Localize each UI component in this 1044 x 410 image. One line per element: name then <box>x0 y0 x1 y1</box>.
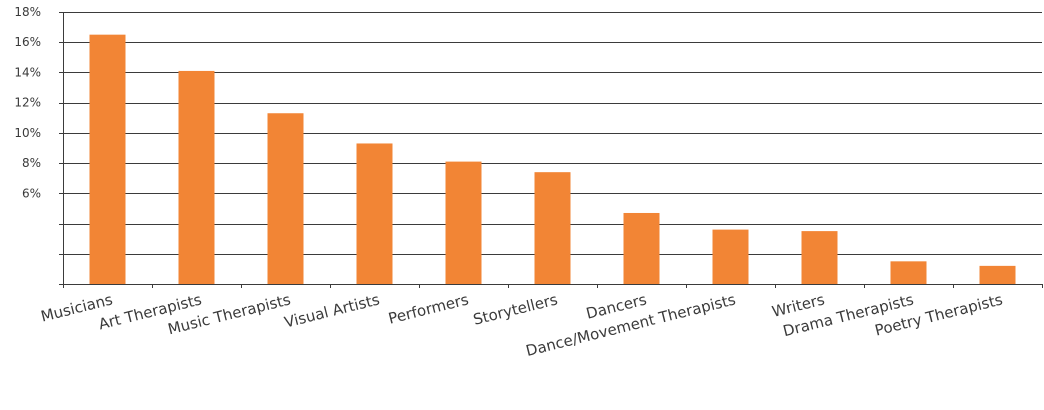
bar <box>89 34 126 284</box>
y-tick-label: 14% <box>14 65 41 79</box>
category-label: Storytellers <box>471 290 559 328</box>
y-tick-label: 6% <box>22 186 41 200</box>
y-tick-label: 16% <box>14 35 41 49</box>
bar <box>801 231 838 284</box>
bar <box>178 70 215 284</box>
bar <box>890 261 927 284</box>
bar <box>979 265 1016 284</box>
bars <box>89 34 1016 284</box>
bar <box>712 229 749 284</box>
bar <box>356 143 393 284</box>
bar <box>267 113 304 284</box>
y-tick-label: 18% <box>14 5 41 19</box>
category-label: Performers <box>386 290 470 327</box>
axes <box>59 12 1043 288</box>
bar <box>445 161 482 284</box>
y-tick-label: 8% <box>22 156 41 170</box>
bar <box>623 212 660 284</box>
gridlines <box>63 12 1042 255</box>
bar <box>534 172 571 284</box>
y-tick-labels: 6% 8% 10% 12% 14% 16% 18% <box>14 5 41 200</box>
y-tick-label: 10% <box>14 126 41 140</box>
category-label: Visual Artists <box>282 290 381 331</box>
y-tick-label: 12% <box>14 96 41 110</box>
